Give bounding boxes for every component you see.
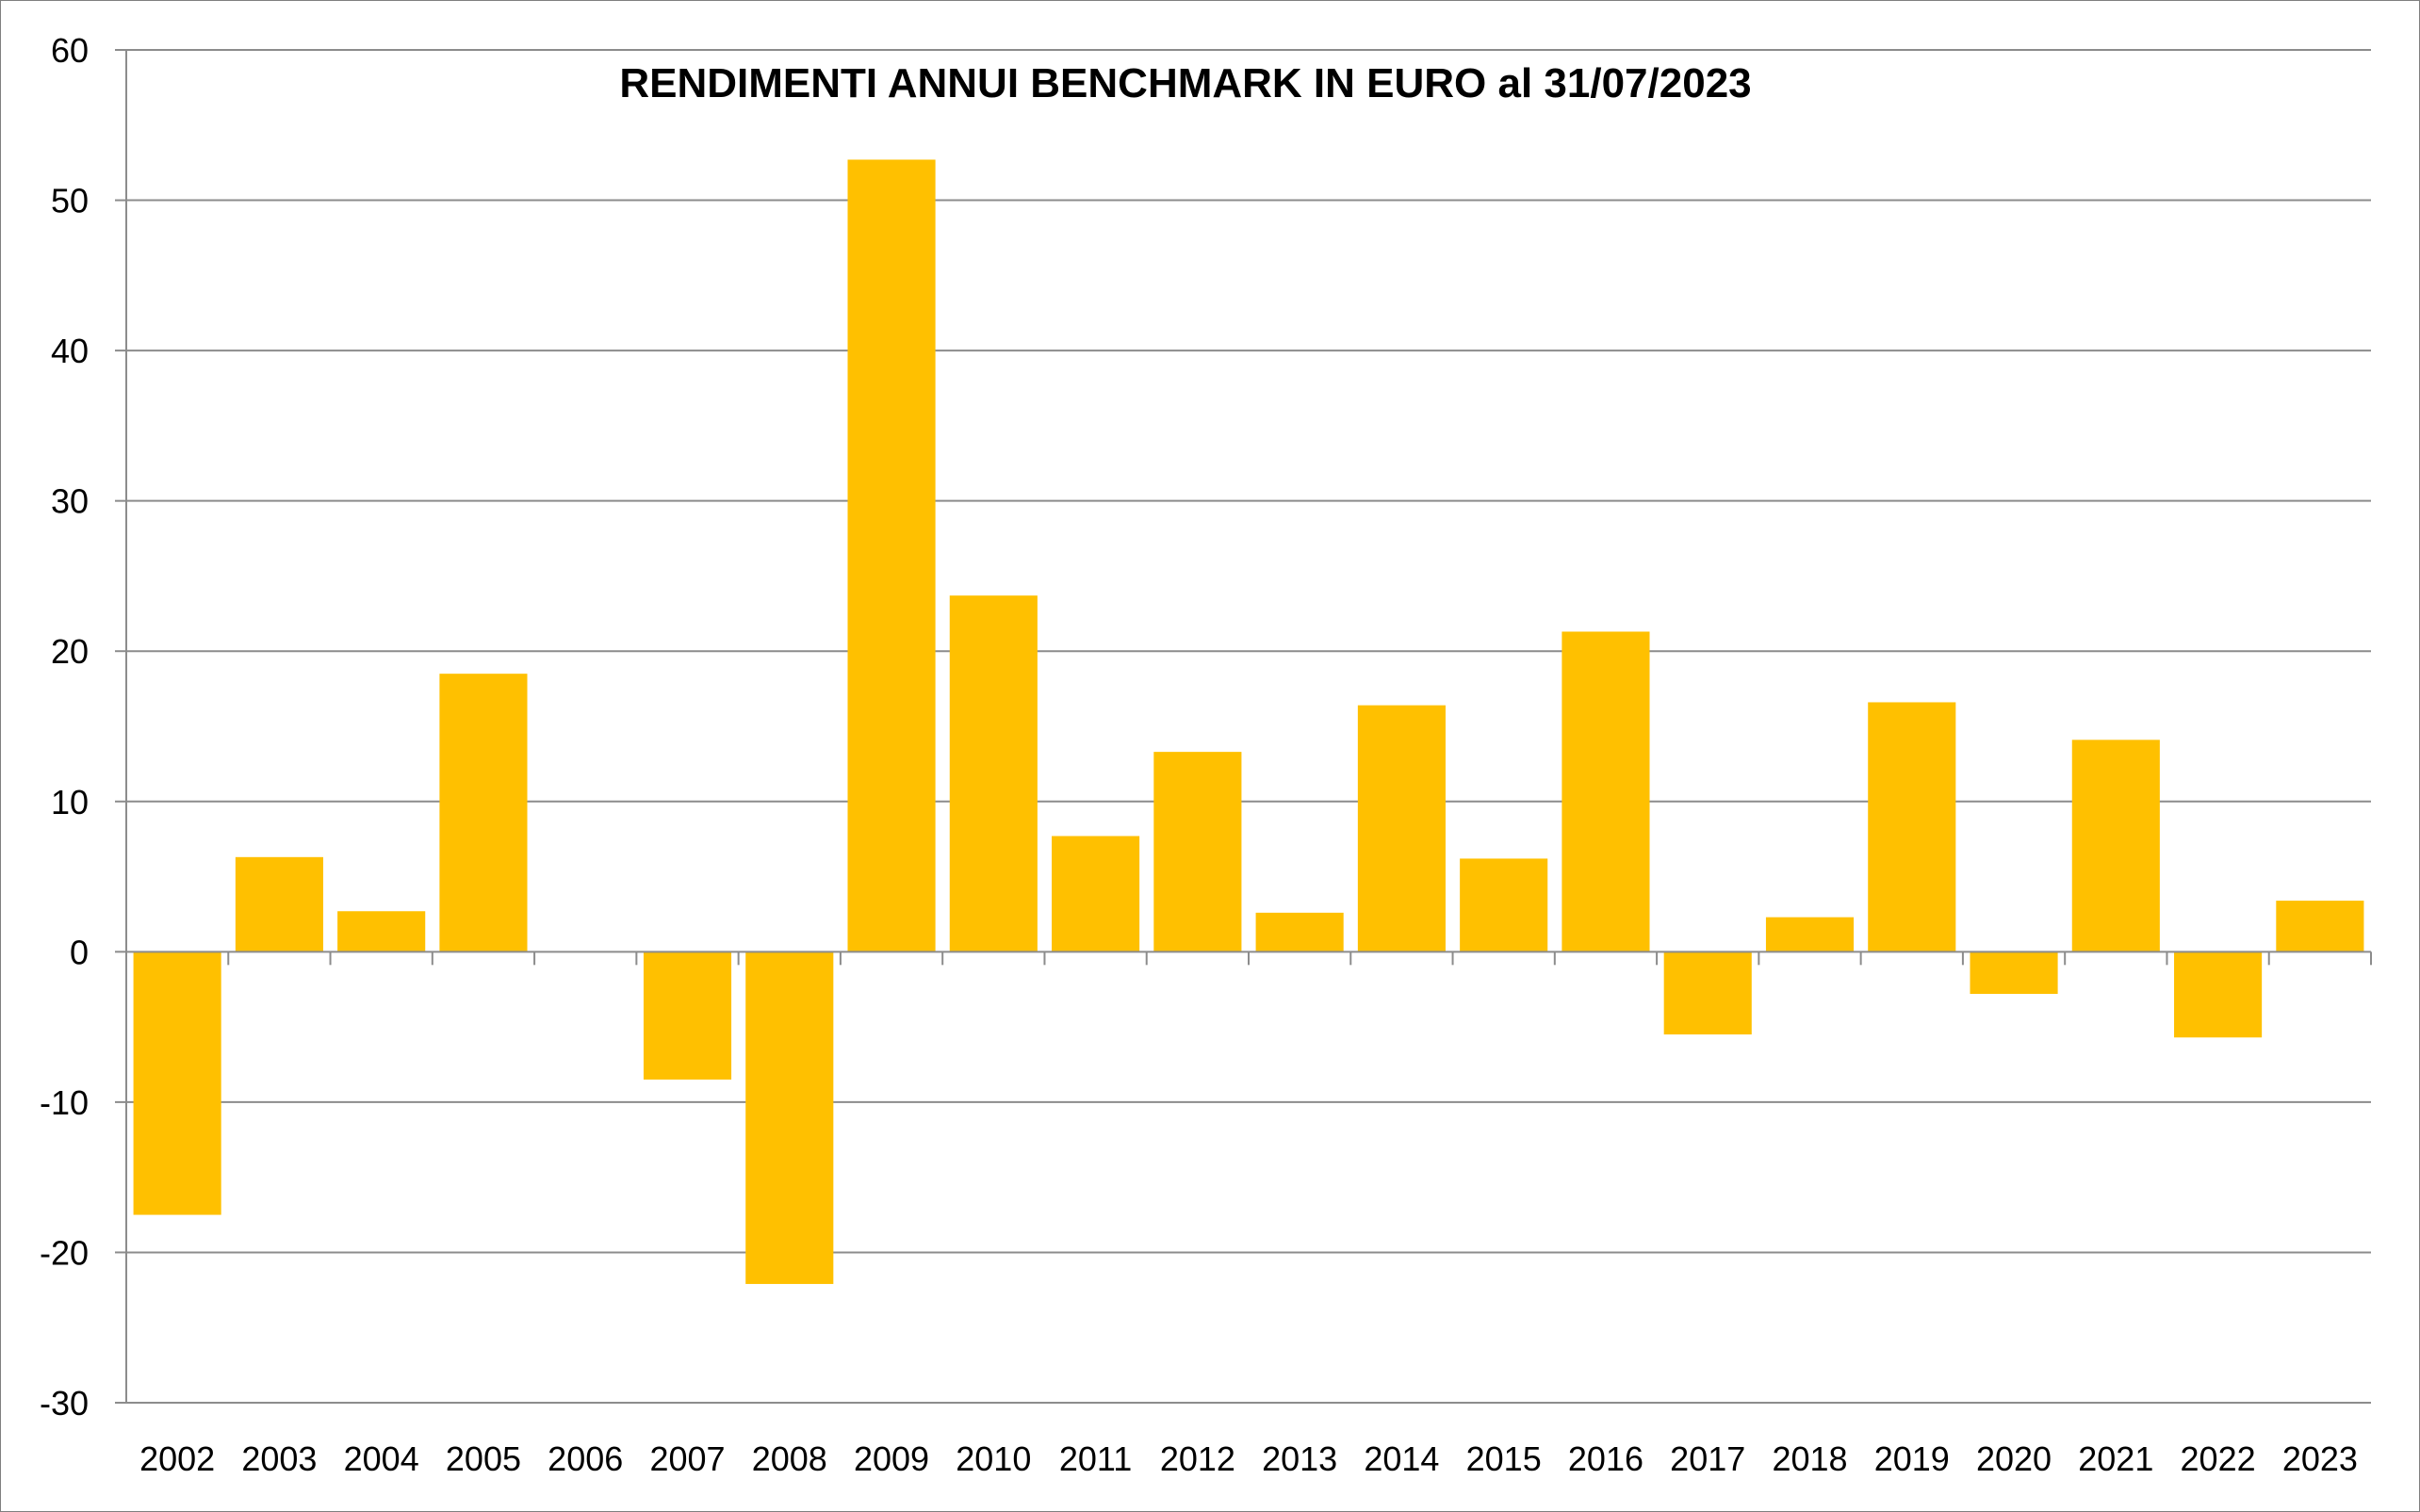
bar-2022	[2174, 951, 2263, 1038]
bar-2004	[337, 911, 426, 952]
y-tick-label: 50	[51, 182, 89, 220]
y-tick-label: 0	[70, 933, 89, 971]
bar-2015	[1460, 858, 1548, 952]
x-category-label: 2021	[2078, 1439, 2153, 1478]
y-tick-label: 60	[51, 31, 89, 70]
bar-2016	[1562, 631, 1650, 952]
bar-2017	[1663, 951, 1752, 1035]
bar-2020	[1970, 951, 2058, 995]
bar-2011	[1052, 836, 1140, 952]
y-tick-labels: 60 50 40 30 20 10 0 -10 -20 -30	[40, 31, 89, 1423]
bar-2012	[1153, 752, 1242, 952]
y-tick-label: 10	[51, 783, 89, 821]
y-tick-label: -10	[40, 1083, 89, 1122]
y-tick-label: -30	[40, 1384, 89, 1423]
bar-2007	[643, 951, 732, 1080]
bar-2005	[439, 674, 528, 952]
bars	[133, 159, 2364, 1284]
bar-2019	[1868, 702, 1956, 952]
bar-2013	[1255, 912, 1344, 952]
x-category-label: 2012	[1160, 1439, 1235, 1478]
x-category-labels: 2002 2003 2004 2005 2006 2007 2008 2009 2010 2011…	[139, 1439, 2358, 1478]
y-tick-label: 40	[51, 332, 89, 370]
x-category-label: 2011	[1059, 1439, 1132, 1478]
x-category-label: 2003	[241, 1439, 317, 1478]
y-tick-label: -20	[40, 1233, 89, 1272]
bar-2002	[133, 951, 221, 1215]
x-category-label: 2018	[1772, 1439, 1847, 1478]
bar-2003	[235, 856, 323, 952]
x-category-label: 2005	[446, 1439, 521, 1478]
x-category-label: 2013	[1262, 1439, 1337, 1478]
bar-2008	[745, 951, 834, 1284]
x-category-label: 2022	[2181, 1439, 2256, 1478]
chart-title: RENDIMENTI ANNUI BENCHMARK IN EURO al 31…	[619, 60, 1751, 106]
bar-2014	[1357, 705, 1446, 952]
x-category-label: 2008	[752, 1439, 827, 1478]
x-category-label: 2016	[1568, 1439, 1643, 1478]
bar-2023	[2276, 901, 2364, 952]
x-category-label: 2023	[2282, 1439, 2358, 1478]
axes	[115, 49, 2372, 1404]
x-category-label: 2017	[1670, 1439, 1745, 1478]
y-tick-label: 20	[51, 632, 89, 671]
bar-2018	[1765, 917, 1855, 952]
x-category-label: 2009	[854, 1439, 929, 1478]
x-category-label: 2020	[1976, 1439, 2052, 1478]
x-category-label: 2019	[1874, 1439, 1950, 1478]
x-category-label: 2007	[649, 1439, 725, 1478]
bar-2010	[949, 595, 1038, 952]
x-category-label: 2004	[344, 1439, 419, 1478]
x-category-label: 2015	[1466, 1439, 1542, 1478]
bar-2009	[847, 159, 936, 952]
x-category-label: 2002	[139, 1439, 215, 1478]
x-category-label: 2006	[548, 1439, 623, 1478]
y-tick-label: 30	[51, 482, 89, 521]
x-category-label: 2010	[956, 1439, 1031, 1478]
x-category-label: 2014	[1364, 1439, 1439, 1478]
bar-2021	[2071, 740, 2160, 952]
